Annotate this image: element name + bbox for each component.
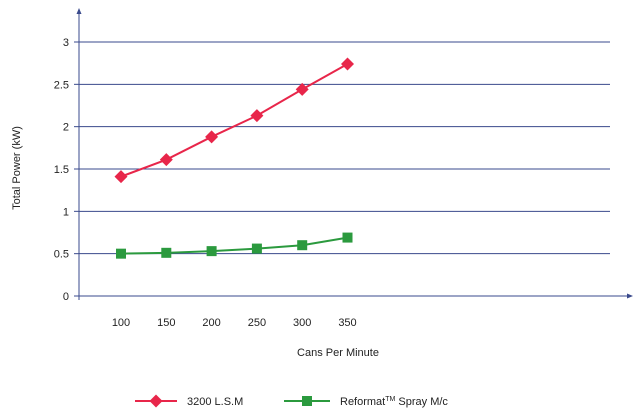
x-tick-label: 200 xyxy=(202,317,220,329)
data-point-square xyxy=(161,247,172,258)
x-tick-label: 150 xyxy=(157,317,175,329)
data-point-diamond xyxy=(159,153,173,167)
x-tick-label: 250 xyxy=(248,317,266,329)
y-tick-label: 3 xyxy=(63,37,69,49)
data-point-square xyxy=(297,240,308,251)
legend: 3200 L.S.M ReformatTM Spray M/c xyxy=(135,394,448,408)
legend-label-3200-lsm: 3200 L.S.M xyxy=(187,396,243,408)
series-line-0 xyxy=(120,63,348,178)
legend-label-reformat: ReformatTM Spray M/c xyxy=(340,396,448,408)
grid-lines xyxy=(79,41,610,255)
x-tick-label: 100 xyxy=(112,317,130,329)
data-point-diamond xyxy=(295,82,309,96)
legend-item-3200-lsm: 3200 L.S.M xyxy=(135,394,243,408)
y-tick-label: 0 xyxy=(63,291,69,303)
x-tick-label: 300 xyxy=(293,317,311,329)
axes xyxy=(76,8,633,300)
series-line-1 xyxy=(120,236,348,255)
y-axis-arrow xyxy=(76,8,82,14)
legend-label-reformat-main: Reformat xyxy=(340,396,385,408)
x-axis-arrow xyxy=(627,293,633,299)
y-tick-label: 1.5 xyxy=(54,164,69,176)
x-axis-title: Cans Per Minute xyxy=(297,347,379,359)
data-point-diamond xyxy=(341,57,354,71)
data-point-square xyxy=(251,243,262,254)
y-tick-label: 1 xyxy=(63,206,69,218)
legend-label-reformat-sup: TM xyxy=(385,396,395,403)
series-0 xyxy=(114,57,354,184)
data-point-diamond xyxy=(205,130,219,144)
legend-diamond-icon xyxy=(149,394,163,408)
y-tick-labels: 0 0.5 1 1.5 2 2.5 3 xyxy=(54,37,79,303)
data-point-square xyxy=(116,248,126,259)
data-point-square xyxy=(342,232,353,243)
y-tick-label: 0.5 xyxy=(54,249,69,261)
series-1 xyxy=(116,232,353,259)
y-tick-label: 2 xyxy=(63,122,69,134)
y-axis-title: Total Power (kW) xyxy=(11,126,23,210)
legend-item-reformat: ReformatTM Spray M/c xyxy=(284,396,448,408)
data-point-diamond xyxy=(114,170,128,184)
data-point-square xyxy=(206,246,217,257)
x-tick-labels: 100 150 200 250 300 350 xyxy=(112,317,357,329)
legend-square-icon xyxy=(302,396,312,406)
y-tick-label: 2.5 xyxy=(54,79,69,91)
data-point-diamond xyxy=(250,109,264,123)
legend-label-reformat-rest: Spray M/c xyxy=(395,396,448,408)
x-tick-label: 350 xyxy=(338,317,356,329)
series-layer xyxy=(114,57,354,259)
